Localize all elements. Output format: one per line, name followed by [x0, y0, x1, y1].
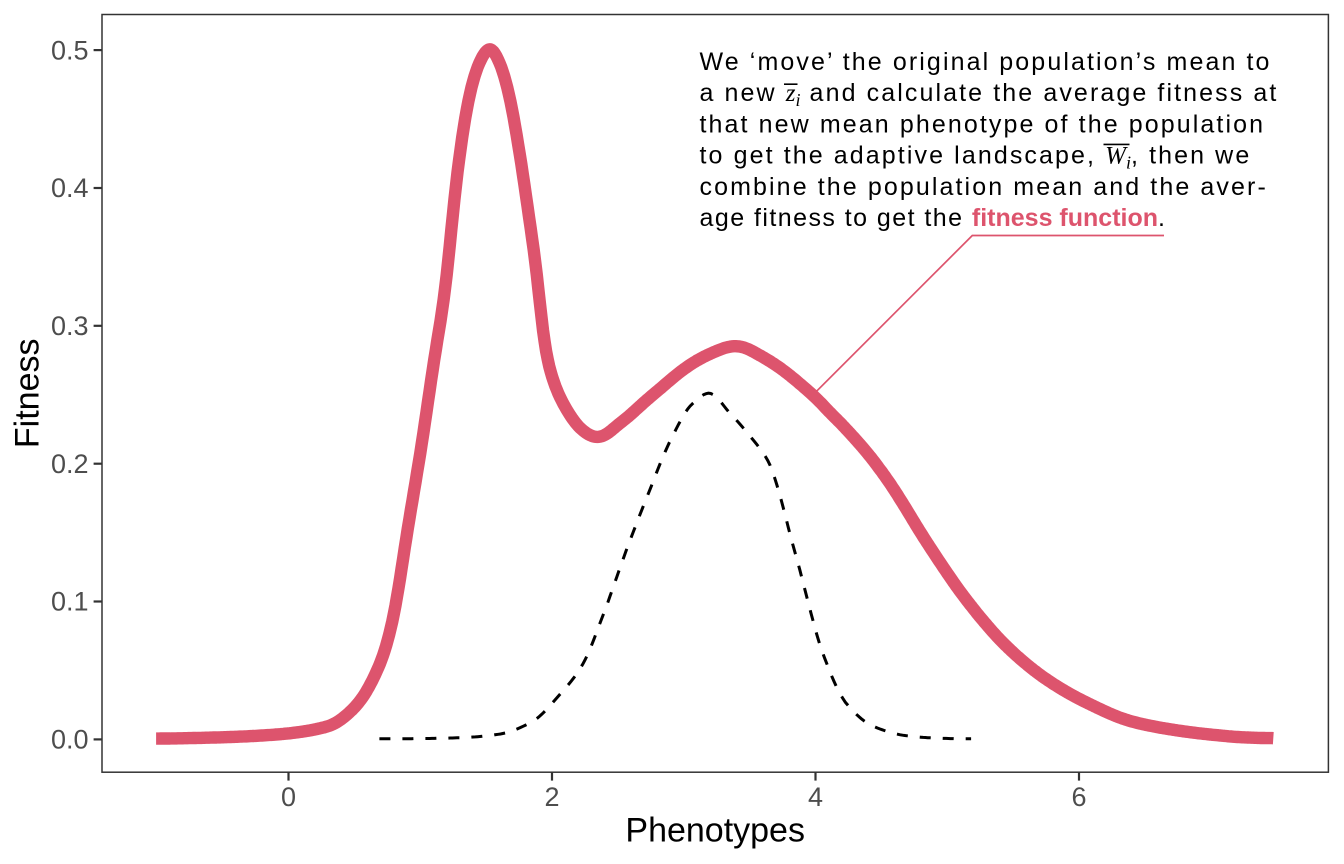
- svg-text:age fitness to get the fitness: age fitness to get the fitness function.: [700, 204, 1168, 232]
- svg-text:6: 6: [1071, 782, 1086, 812]
- svg-text:combine the population mean an: combine the population mean and the aver…: [700, 173, 1268, 201]
- svg-text:Fitness: Fitness: [9, 339, 47, 449]
- svg-text:0: 0: [281, 782, 296, 812]
- svg-text:We ‘move’ the original populat: We ‘move’ the original population’s mean…: [700, 48, 1272, 76]
- svg-text:0.3: 0.3: [51, 311, 89, 341]
- svg-text:0.2: 0.2: [51, 449, 89, 479]
- svg-text:that new mean phenotype of the: that new mean phenotype of the populatio…: [700, 110, 1266, 138]
- svg-text:0.1: 0.1: [51, 587, 89, 617]
- svg-text:Phenotypes: Phenotypes: [625, 812, 805, 850]
- svg-text:0.0: 0.0: [51, 725, 89, 755]
- svg-text:to get the adaptive landscape,: to get the adaptive landscape, Wi, then …: [700, 142, 1252, 173]
- svg-text:2: 2: [544, 782, 559, 812]
- svg-text:4: 4: [808, 782, 823, 812]
- svg-text:0.4: 0.4: [51, 173, 89, 203]
- svg-text:0.5: 0.5: [51, 35, 89, 65]
